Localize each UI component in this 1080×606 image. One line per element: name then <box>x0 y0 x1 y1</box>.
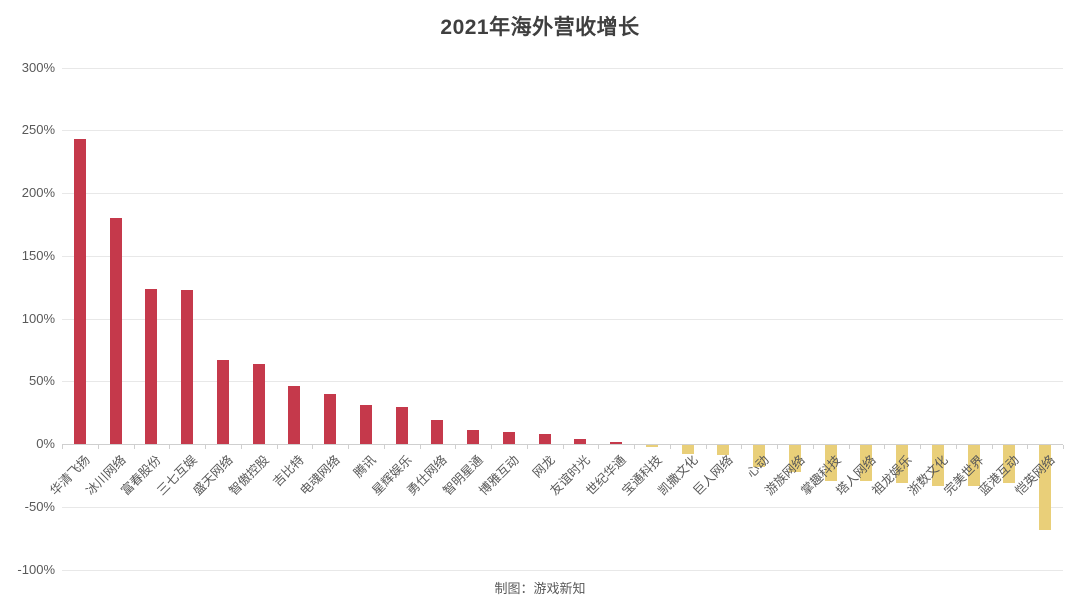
bar <box>610 441 623 445</box>
x-axis-tick <box>97 445 99 450</box>
bar <box>1003 445 1016 484</box>
bar <box>788 445 801 472</box>
gridline <box>62 506 1063 508</box>
bar <box>574 439 587 445</box>
bar <box>181 289 194 445</box>
gridline <box>62 193 1063 195</box>
y-axis-tick-label: 100% <box>21 310 55 326</box>
bar <box>216 360 229 445</box>
chart-title: 2021年海外营收增长 <box>440 16 640 39</box>
y-axis-tick-label: 50% <box>28 373 55 389</box>
y-axis-tick-label: 200% <box>21 185 55 201</box>
x-axis-tick <box>598 445 600 450</box>
x-axis-tick <box>312 445 314 450</box>
x-axis-tick <box>634 445 635 450</box>
bar <box>288 386 301 445</box>
gridline <box>62 381 1063 383</box>
y-axis-tick-label: -50% <box>24 498 55 514</box>
bar <box>324 393 337 445</box>
bar <box>252 363 265 445</box>
gridline <box>62 569 1063 571</box>
bar <box>109 218 122 445</box>
bar <box>538 434 551 445</box>
gridline <box>62 130 1063 132</box>
x-axis-tick <box>562 445 564 450</box>
bar <box>717 445 730 456</box>
x-axis-tick <box>669 445 671 450</box>
x-axis-tick <box>955 445 957 450</box>
x-axis-tick <box>169 445 171 450</box>
x-axis-tick <box>455 445 457 450</box>
x-axis-tick <box>812 445 814 450</box>
x-axis-tick <box>848 445 850 450</box>
bar <box>931 445 944 486</box>
x-axis-tick <box>205 445 206 450</box>
bar <box>860 445 873 481</box>
x-axis-tick <box>419 445 421 450</box>
x-axis-tick <box>526 445 528 450</box>
x-axis-tick <box>705 445 707 450</box>
bar <box>145 288 158 445</box>
gridline <box>62 318 1063 320</box>
x-axis-tick <box>1027 445 1029 450</box>
y-axis-tick-label: 0% <box>36 436 55 452</box>
x-axis-tick <box>276 445 278 450</box>
y-axis-tick-label: 250% <box>21 122 55 138</box>
x-axis-tick <box>741 445 743 450</box>
bar <box>824 445 837 481</box>
bar <box>431 420 444 445</box>
bar <box>1039 445 1052 530</box>
bar <box>753 445 766 467</box>
gridline <box>62 255 1063 257</box>
bar <box>467 430 480 445</box>
bar <box>502 431 515 445</box>
footer-credit: 制图：游戏新知 <box>494 581 586 596</box>
bar <box>967 445 980 486</box>
y-axis-tick-label: 150% <box>21 247 55 263</box>
bar <box>645 445 658 447</box>
x-axis-tick <box>1063 445 1064 450</box>
x-axis-tick <box>62 445 63 450</box>
bar <box>73 139 86 445</box>
x-axis-line <box>62 444 1063 446</box>
bar <box>896 445 909 484</box>
x-axis-tick <box>991 445 993 450</box>
bar <box>681 445 694 455</box>
x-axis-tick <box>920 445 921 450</box>
x-axis-tick <box>383 445 385 450</box>
y-axis-tick-label: -100% <box>17 561 55 577</box>
x-axis-tick <box>348 445 349 450</box>
bar <box>395 406 408 445</box>
x-axis-tick <box>777 445 778 450</box>
x-axis-tick <box>884 445 886 450</box>
x-axis-tick <box>240 445 242 450</box>
bar <box>359 405 372 445</box>
x-axis-tick <box>491 445 492 450</box>
y-axis-tick-label: 300% <box>21 59 55 75</box>
gridline <box>62 67 1063 69</box>
x-axis-tick <box>133 445 135 450</box>
